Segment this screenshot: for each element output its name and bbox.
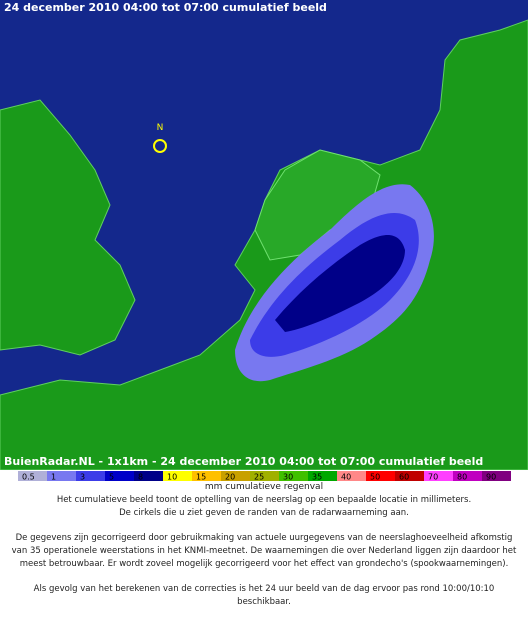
legend-label: 40: [341, 473, 351, 482]
legend-swatch: [163, 471, 192, 481]
map-title: 24 december 2010 04:00 tot 07:00 cumulat…: [4, 1, 327, 14]
legend-title: mm cumulatieve regenval: [205, 482, 323, 492]
legend-label: 0.5: [22, 473, 35, 482]
legend-swatch: [337, 471, 366, 481]
legend-swatch: [76, 471, 105, 481]
legend-label: 15: [196, 473, 206, 482]
legend-label: 50: [370, 473, 380, 482]
radar-map: N 24 december 2010 04:00 tot 07:00 cumul…: [0, 0, 528, 470]
legend-swatch: [105, 471, 134, 481]
paragraph: Als gevolg van het berekenen van de corr…: [33, 584, 495, 607]
legend-label: 1: [51, 473, 56, 482]
legend-swatch: [192, 471, 221, 481]
legend: mm cumulatieve regenval 0.5 1 3 5 8 10 15 20 25 3…: [18, 471, 511, 492]
rain-heavy: [275, 234, 405, 332]
paragraph: De gegevens zijn gecorrigeerd door gebru…: [11, 533, 517, 569]
legend-label: 30: [283, 473, 293, 482]
legend-label: 70: [428, 473, 438, 482]
legend-label: 5: [109, 473, 114, 482]
paragraph: De cirkels die u ziet geven de randen va…: [119, 508, 409, 518]
legend-label: 25: [254, 473, 264, 482]
legend-swatch: [47, 471, 76, 481]
paragraph: Het cumulatieve beeld toont de optelling…: [56, 495, 472, 505]
compass: [153, 139, 167, 153]
legend-swatch: [395, 471, 424, 481]
legend-label: 60: [399, 473, 409, 482]
legend-label: 35: [312, 473, 322, 482]
netherlands: [254, 149, 381, 261]
legend-label: 8: [138, 473, 143, 482]
legend-swatch: [308, 471, 337, 481]
legend-label: 80: [457, 473, 467, 482]
uk-land: [0, 99, 136, 356]
explanation: Het cumulatieve beeld toont de optelling…: [0, 494, 528, 609]
legend-label: 10: [167, 473, 177, 482]
legend-swatch: [424, 471, 453, 481]
legend-swatch: [279, 471, 308, 481]
legend-swatch: [221, 471, 250, 481]
legend-label: 90: [486, 473, 496, 482]
compass-label: N: [157, 123, 164, 133]
legend-swatch: [366, 471, 395, 481]
legend-swatch: [453, 471, 482, 481]
legend-swatch: [482, 471, 511, 481]
map-caption: BuienRadar.NL - 1x1km - 24 december 2010…: [4, 455, 483, 468]
legend-label: 20: [225, 473, 235, 482]
legend-label: 3: [80, 473, 85, 482]
legend-swatch: [18, 471, 47, 481]
legend-swatch: [134, 471, 163, 481]
legend-swatch: [250, 471, 279, 481]
